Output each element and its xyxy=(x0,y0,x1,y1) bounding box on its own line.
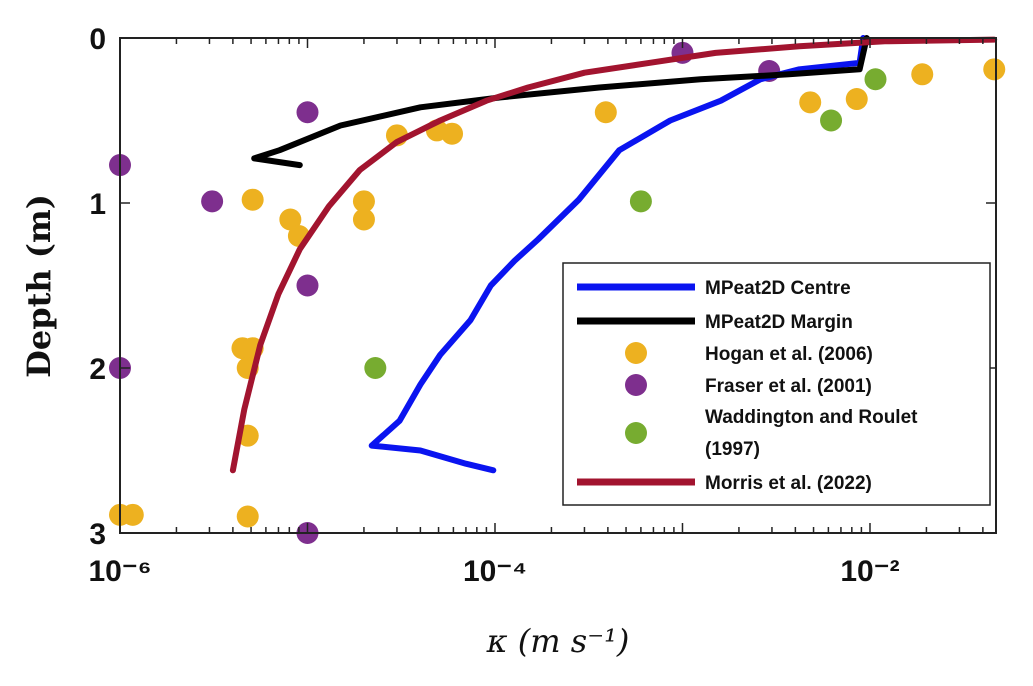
y-tick-label: 2 xyxy=(89,353,106,386)
legend-swatch-fraser-et-al-2001 xyxy=(625,374,647,396)
plot-frame xyxy=(119,37,997,534)
x-tick-label: 10⁻² xyxy=(840,555,899,588)
point-fraser-et-al-2001 xyxy=(201,190,224,213)
series-line-morris-et-al-2022 xyxy=(229,36,998,474)
x-axis-label: κ (m s⁻¹) xyxy=(486,622,630,660)
point-waddington-and-roulet-1997 xyxy=(364,357,387,379)
legend-label: Waddington and Roulet xyxy=(705,407,918,428)
legend-swatch-hogan-et-al-2006 xyxy=(625,342,647,364)
point-fraser-et-al-2001 xyxy=(296,274,319,297)
point-hogan-et-al-2006 xyxy=(441,122,464,145)
legend: MPeat2D Centre MPeat2D Margin Hogan et al.… xyxy=(562,262,991,506)
x-tick-label: 10⁻⁶ xyxy=(88,555,151,588)
point-fraser-et-al-2001 xyxy=(296,101,319,124)
legend-label: (1997) xyxy=(705,439,760,460)
series-line-mpeat2d-centre xyxy=(368,35,867,474)
point-hogan-et-al-2006 xyxy=(911,63,934,86)
point-hogan-et-al-2006 xyxy=(279,208,302,231)
legend-label: Hogan et al. (2006) xyxy=(705,344,873,365)
legend-label: MPeat2D Centre xyxy=(705,278,851,299)
x-tick-label: 10⁻⁴ xyxy=(463,555,527,588)
plot-marks xyxy=(109,35,1006,544)
point-waddington-and-roulet-1997 xyxy=(820,109,843,132)
point-hogan-et-al-2006 xyxy=(236,505,259,528)
point-waddington-and-roulet-1997 xyxy=(629,190,652,213)
legend-swatch-waddington-and-roulet-1997 xyxy=(625,422,647,444)
point-hogan-et-al-2006 xyxy=(845,88,868,111)
y-tick-label: 1 xyxy=(89,188,106,221)
point-hogan-et-al-2006 xyxy=(241,188,264,211)
y-tick-label: 3 xyxy=(89,518,106,551)
point-hogan-et-al-2006 xyxy=(352,208,375,231)
point-waddington-and-roulet-1997 xyxy=(864,68,887,91)
point-hogan-et-al-2006 xyxy=(983,58,1006,81)
y-tick-label: 0 xyxy=(89,23,106,56)
y-axis-label: Depth (m) xyxy=(20,194,58,378)
point-hogan-et-al-2006 xyxy=(594,101,617,124)
point-hogan-et-al-2006 xyxy=(121,503,144,526)
legend-label: Morris et al. (2022) xyxy=(705,473,872,494)
tick-labels: 10⁻⁶ 10⁻⁴ 10⁻² 0 1 2 3 xyxy=(88,23,899,588)
legend-label: Fraser et al. (2001) xyxy=(705,376,872,397)
point-hogan-et-al-2006 xyxy=(799,91,822,114)
series-line-mpeat2d-margin xyxy=(251,35,870,169)
legend-label: MPeat2D Margin xyxy=(705,312,853,333)
point-hogan-et-al-2006 xyxy=(352,190,375,213)
